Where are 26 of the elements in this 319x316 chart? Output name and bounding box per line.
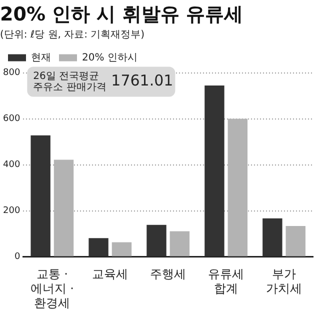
x-tick-label: 교통 · 에너지 · 환경세 (30, 267, 74, 310)
bar (262, 218, 282, 256)
y-tick-label: 600 (2, 114, 20, 124)
bar (88, 238, 108, 256)
y-tick-label: 800 (2, 68, 20, 78)
x-tick-label: 부가 가치세 (266, 267, 302, 296)
x-tick-label: 교육세 (92, 267, 128, 282)
y-tick-label: 200 (2, 206, 20, 216)
legend-label: 현재 (31, 52, 51, 64)
x-tick-label: 유류세 합계 (208, 267, 244, 296)
bar (112, 242, 132, 256)
legend-label: 20% 인하시 (82, 52, 138, 64)
bar (54, 160, 74, 256)
x-tick-label: 주행세 (150, 267, 186, 282)
chart-subtitle: (단위: ℓ당 원, 자료: 기획재정부) (0, 29, 145, 40)
bar (228, 118, 248, 256)
bar (204, 85, 224, 256)
y-tick-label: 0 (14, 252, 20, 262)
annotation: 1761.01 (111, 72, 174, 90)
bar (170, 231, 190, 256)
chart-title: 20% 인하 시 휘발유 유류세 (0, 3, 243, 26)
annotation: 26일 전국평균 주유소 판매가격 (33, 70, 106, 93)
bar (146, 224, 166, 256)
bar (286, 226, 306, 256)
y-tick-label: 400 (2, 160, 20, 170)
bar (30, 135, 50, 256)
